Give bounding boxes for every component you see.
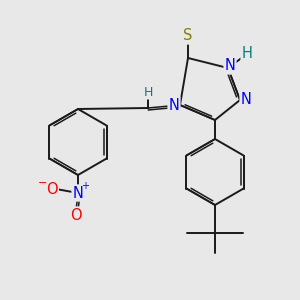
Text: −: − bbox=[38, 178, 48, 188]
Text: N: N bbox=[225, 58, 236, 74]
Text: O: O bbox=[46, 182, 58, 196]
Text: +: + bbox=[81, 181, 89, 191]
Text: N: N bbox=[241, 92, 251, 107]
Text: H: H bbox=[143, 85, 153, 98]
Text: H: H bbox=[242, 46, 252, 62]
Text: O: O bbox=[70, 208, 82, 223]
Text: N: N bbox=[169, 98, 179, 112]
Text: S: S bbox=[183, 28, 193, 44]
Text: N: N bbox=[73, 185, 83, 200]
